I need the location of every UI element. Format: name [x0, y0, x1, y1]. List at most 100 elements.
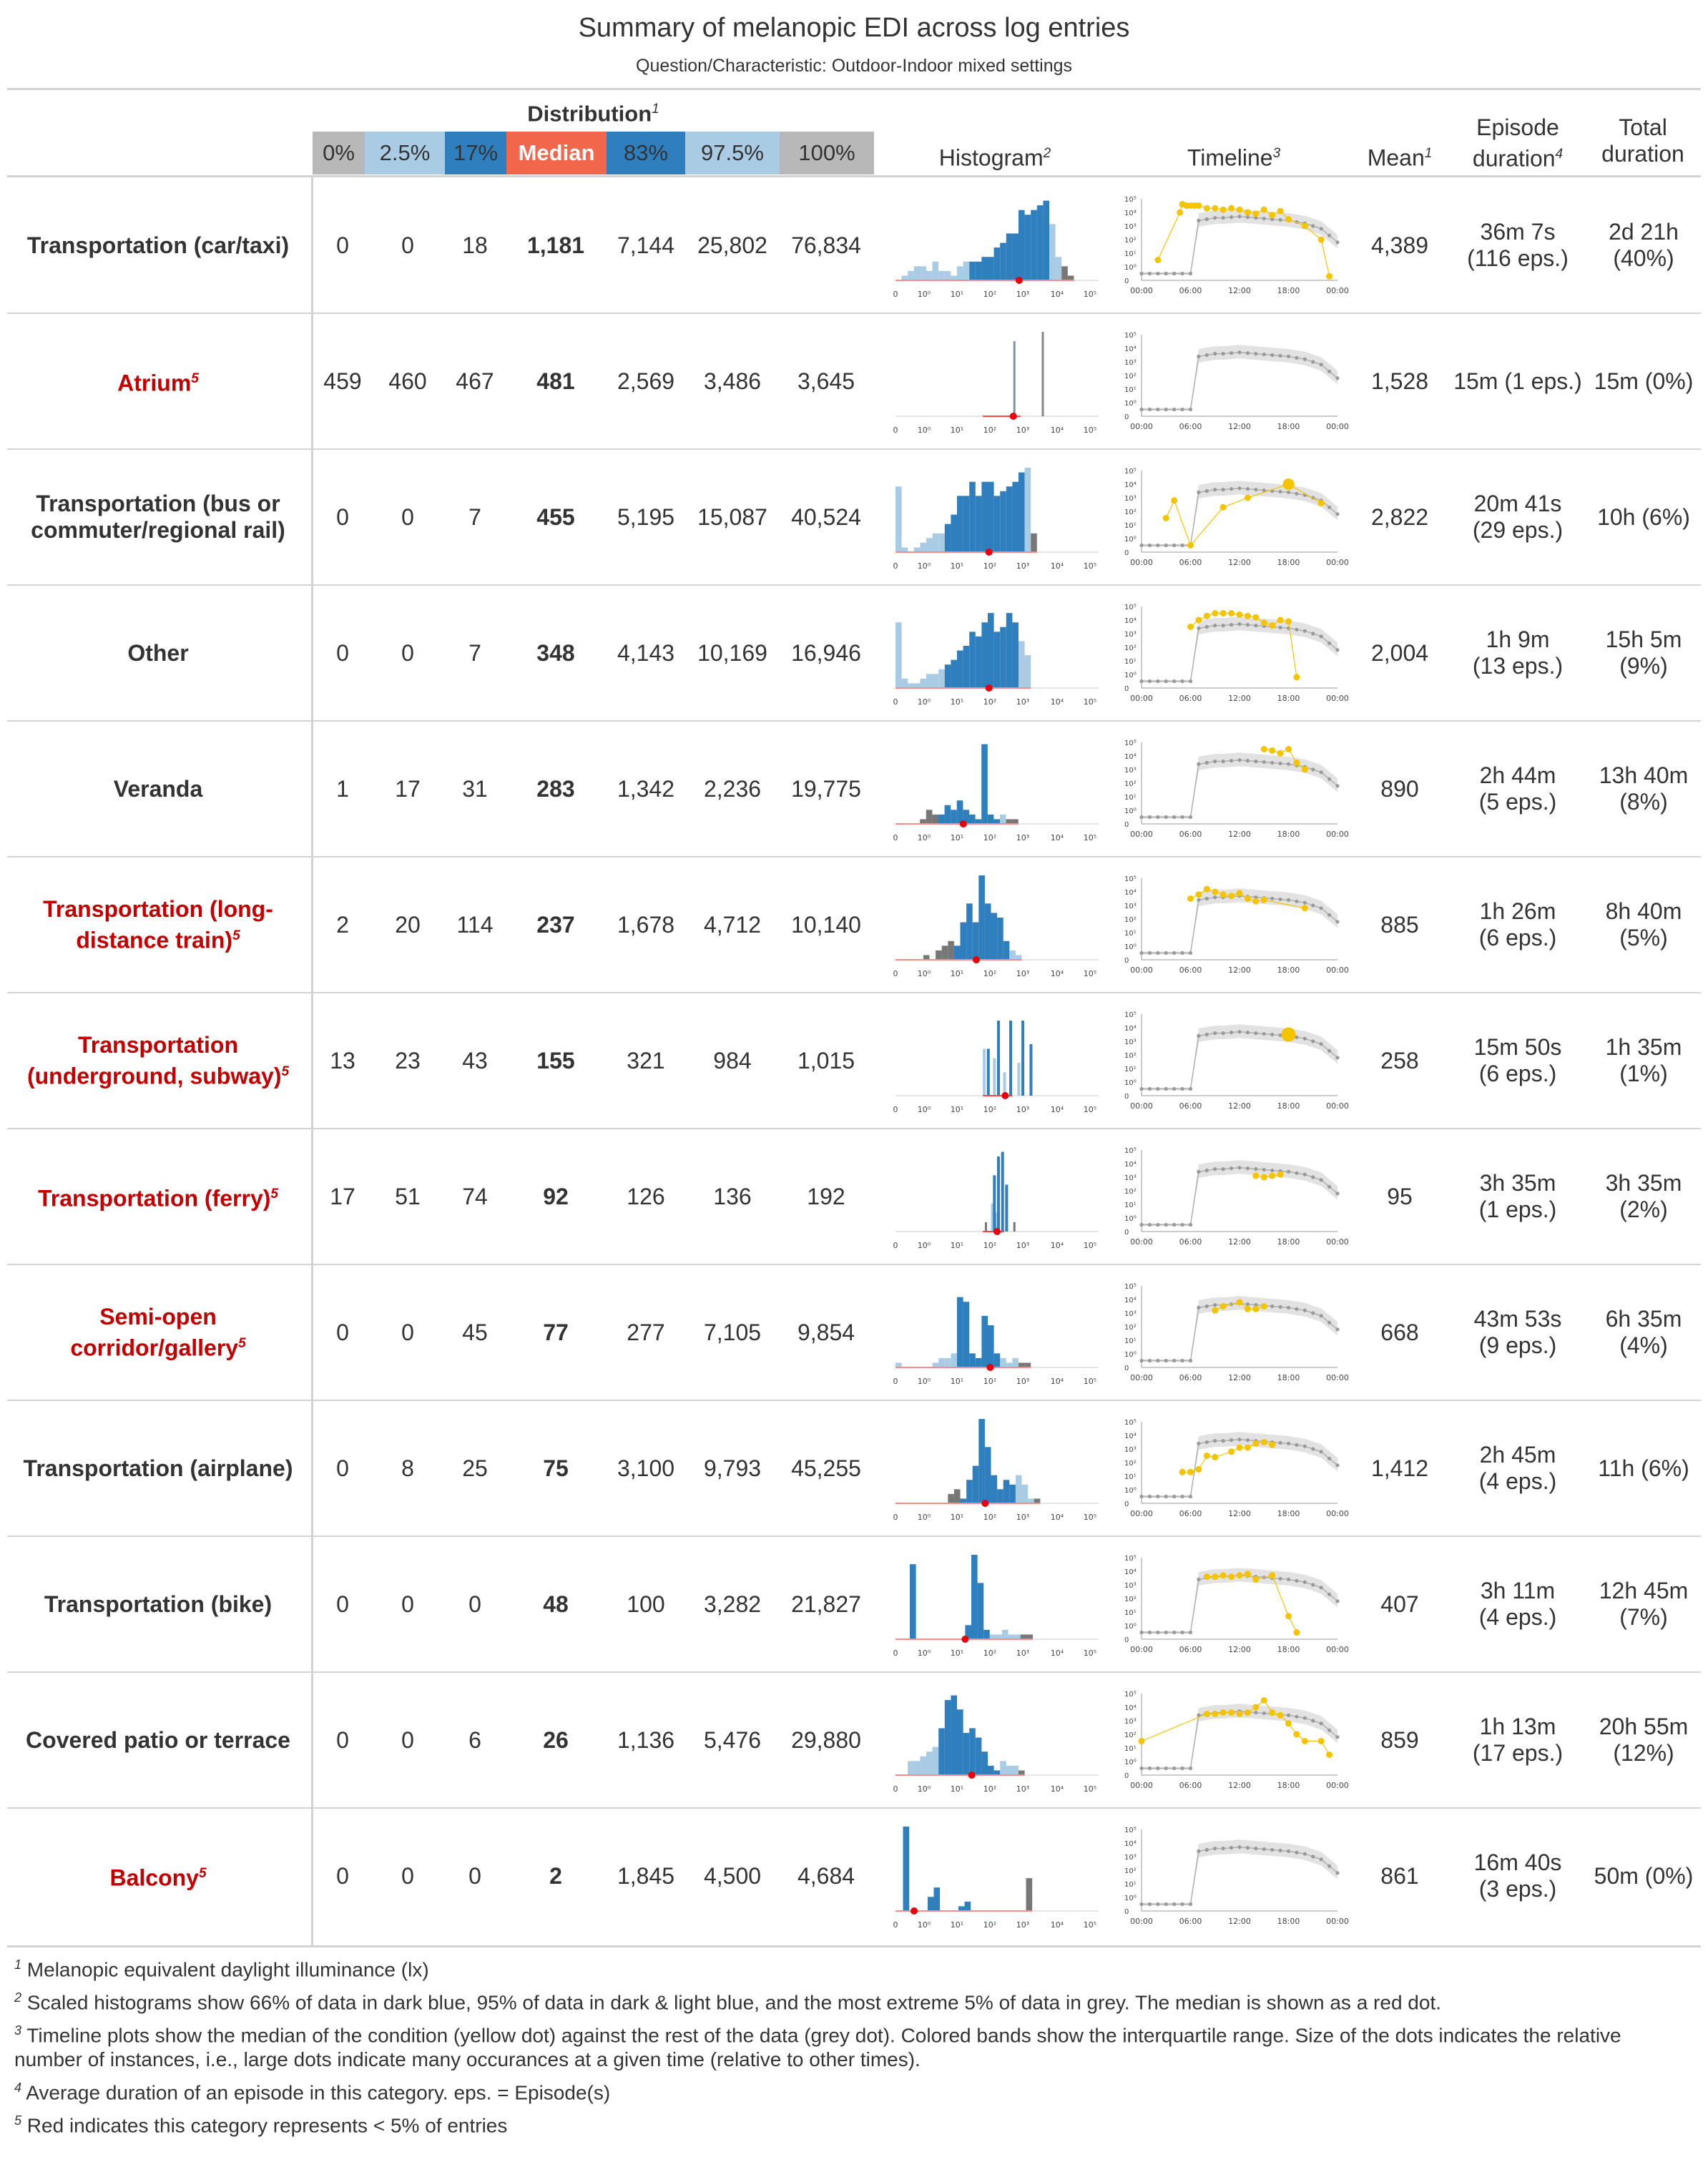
timeline-iqr-band — [1142, 345, 1338, 411]
timeline-x-tick: 12:00 — [1228, 1237, 1251, 1247]
timeline-grey-dot — [1319, 906, 1323, 910]
histogram-median-dot — [985, 684, 993, 692]
footnote-3: 3 Timeline plots show the median of the … — [14, 2023, 1621, 2071]
timeline-yellow-dot — [1228, 1709, 1235, 1716]
timeline-grey-dot — [1254, 216, 1258, 220]
histogram-bar — [997, 1156, 1000, 1232]
timeline-grey-dot — [1139, 1358, 1144, 1363]
row-label-line: Covered patio or terrace — [26, 1726, 290, 1753]
histogram-tick-label: 0 — [893, 833, 898, 842]
timeline-grey-dot — [1302, 1580, 1307, 1584]
timeline-x-tick: 18:00 — [1277, 1917, 1300, 1926]
timeline-y-tick: 0 — [1124, 1636, 1129, 1644]
histogram-bar — [951, 275, 957, 280]
timeline-x-tick: 12:00 — [1228, 830, 1251, 839]
timeline-x-tick: 18:00 — [1277, 286, 1300, 295]
timeline-y-tick: 10⁰ — [1124, 1759, 1137, 1767]
histogram-tick-label: 10² — [983, 1241, 996, 1250]
timeline-y-tick: 10⁵ — [1124, 740, 1137, 747]
timeline-grey-dot — [1311, 903, 1315, 908]
timeline-grey-dot — [1278, 625, 1282, 630]
quantile-header-2: 2.5% — [365, 132, 445, 175]
quantile-value-6: 2,236 — [703, 775, 762, 802]
timeline-y-tick: 0 — [1124, 413, 1129, 421]
timeline-grey-dot — [1262, 1847, 1266, 1852]
timeline-grey-dot — [1278, 897, 1282, 902]
timeline-y-tick: 10⁴ — [1124, 481, 1137, 489]
timeline-x-tick: 00:00 — [1130, 558, 1153, 567]
total-duration-line: (9%) — [1619, 653, 1668, 679]
quantile-value-3: 0 — [468, 1862, 481, 1889]
table-row: Transportation (bus or commuter/regional … — [0, 449, 1708, 585]
timeline-grey-dot — [1245, 215, 1250, 220]
episode-duration-line: (6 eps.) — [1478, 1061, 1557, 1086]
timeline-yellow-dot — [1260, 206, 1267, 213]
row-histogram: 0 10⁰ 10¹ 10² 10³ 10⁴ 10⁵ — [893, 744, 1099, 842]
timeline-yellow-dot — [1301, 766, 1308, 773]
row-timeline: 0 10⁰ 10¹ 10² 10³ 10⁴ 10⁵ 00:00 06:00 12:00 18:00 0… — [1124, 196, 1349, 295]
timeline-grey-dot — [1311, 1854, 1315, 1859]
timeline-grey-dot — [1197, 490, 1201, 494]
histogram-bar — [932, 814, 938, 824]
timeline-grey-dot — [1188, 1494, 1193, 1499]
timeline-grey-dot — [1180, 1086, 1184, 1091]
timeline-y-tick: 10³ — [1124, 223, 1137, 231]
timeline-y-tick: 10⁴ — [1124, 1568, 1137, 1576]
quantile-value-2: 51 — [395, 1183, 421, 1209]
row-divider — [7, 584, 1701, 586]
timeline-yellow-dot — [1244, 209, 1251, 216]
quantile-header-4: Median — [506, 132, 607, 175]
row-label-line: distance train) — [76, 927, 233, 953]
histogram-tick-label: 10⁰ — [918, 426, 931, 435]
timeline-grey-dot — [1139, 1630, 1144, 1635]
histogram-bar — [1019, 210, 1025, 280]
histogram-bar — [895, 486, 902, 552]
timeline-x-tick: 12:00 — [1228, 422, 1251, 431]
timeline-x-tick: 00:00 — [1326, 966, 1349, 975]
timeline-grey-dot — [1204, 1440, 1209, 1445]
timeline-grey-dot — [1147, 1222, 1152, 1227]
timeline-grey-dot — [1156, 407, 1160, 412]
histogram-bar — [989, 1634, 996, 1639]
timeline-grey-dot — [1180, 1766, 1184, 1771]
timeline-yellow-dot — [1293, 674, 1300, 681]
row-divider — [7, 992, 1701, 993]
histogram-bar — [987, 814, 994, 824]
histogram-bar — [1015, 1475, 1022, 1503]
timeline-grey-dot — [1164, 407, 1168, 412]
timeline-grey-dot — [1213, 895, 1217, 900]
histogram-bar — [1006, 613, 1013, 688]
row-label: Semi-open corridor/gallery5 — [9, 1264, 308, 1400]
timeline-grey-dot — [1197, 1713, 1201, 1717]
episode-duration-line: 2h 44m — [1479, 762, 1556, 788]
timeline-grey-dot — [1197, 1441, 1201, 1445]
timeline-yellow-dot — [1301, 222, 1308, 230]
histogram-bar — [1003, 1480, 1010, 1503]
timeline-grey-dot — [1319, 363, 1323, 367]
total-duration: 11h (6%) — [1589, 1400, 1698, 1536]
timeline-grey-dot — [1295, 1171, 1299, 1175]
timeline-grey-dot — [1245, 759, 1250, 763]
timeline-grey-dot — [1229, 1438, 1234, 1443]
histogram-bar — [895, 1362, 902, 1367]
timeline-yellow-dot — [1212, 1307, 1219, 1314]
timeline-grey-dot — [1164, 1086, 1168, 1091]
histogram-bar — [926, 538, 933, 552]
timeline-grey-dot — [1319, 1314, 1323, 1318]
timeline-yellow-dot — [1244, 1709, 1251, 1716]
timeline-iqr-band — [1142, 1432, 1338, 1498]
histogram-bar — [983, 1629, 990, 1639]
timeline-y-tick: 10⁵ — [1124, 604, 1137, 611]
timeline-yellow-dot — [1236, 206, 1243, 213]
timeline-y-tick: 10³ — [1124, 1718, 1137, 1726]
quantile-value-4: 1,181 — [526, 232, 585, 258]
timeline-y-tick: 10³ — [1124, 1174, 1137, 1182]
row-divider — [7, 313, 1701, 314]
histogram-tick-label: 10³ — [1016, 697, 1029, 707]
row-label: Transportation (airplane) — [9, 1400, 308, 1536]
timeline-grey-dot — [1164, 1902, 1168, 1907]
histogram-median-dot — [968, 1772, 976, 1779]
timeline-x-tick: 00:00 — [1130, 1645, 1153, 1654]
timeline-x-tick: 18:00 — [1277, 558, 1300, 567]
timeline-grey-dot — [1245, 1846, 1250, 1850]
